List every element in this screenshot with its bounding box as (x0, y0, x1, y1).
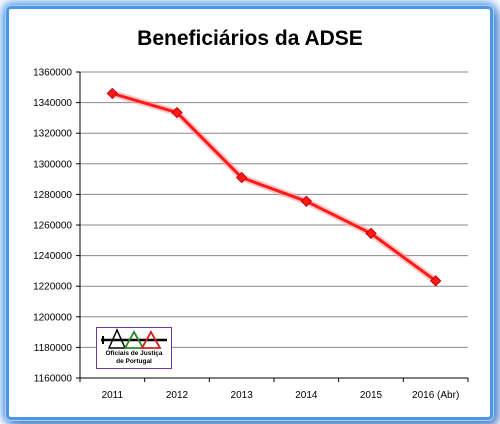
series-line-glow (108, 89, 440, 285)
x-tick-label: 2012 (166, 390, 189, 401)
y-tick-label: 1160000 (34, 374, 73, 385)
y-tick-label: 1180000 (34, 343, 73, 354)
y-tick-label: 1200000 (33, 312, 72, 323)
logo: Oficiais de Justiça de Portugal (96, 327, 172, 369)
chart-title: Beneficiários da ADSE (137, 27, 363, 50)
y-tick-label: 1360000 (33, 68, 72, 79)
x-tick-label: 2014 (295, 390, 318, 401)
y-tick-label: 1240000 (33, 251, 72, 262)
logo-emblem-icon (101, 328, 167, 349)
y-tick-label: 1320000 (33, 129, 72, 140)
x-tick-label: 2013 (231, 390, 254, 401)
x-tick-label: 2011 (102, 390, 124, 401)
chart-frame (6, 6, 493, 420)
data-point-marker (171, 106, 183, 119)
x-tick-label: 2016 (Abr) (412, 390, 459, 401)
y-tick-label: 1280000 (33, 190, 72, 201)
data-point-marker (300, 195, 313, 207)
series-line (111, 91, 437, 283)
logo-text-line1: Oficiais de Justiça (105, 350, 163, 357)
data-point-marker (429, 275, 442, 287)
logo-text: Oficiais de Justiça de Portugal (97, 350, 171, 366)
data-point-marker (235, 171, 248, 184)
x-tick-label: 2015 (360, 390, 383, 401)
y-tick-label: 1340000 (33, 98, 72, 109)
logo-text-line2: de Portugal (116, 358, 152, 365)
y-tick-label: 1220000 (33, 282, 72, 293)
data-point-marker (106, 87, 119, 100)
y-tick-label: 1260000 (33, 221, 72, 232)
y-tick-label: 1300000 (33, 159, 72, 170)
data-point-marker (365, 227, 377, 240)
